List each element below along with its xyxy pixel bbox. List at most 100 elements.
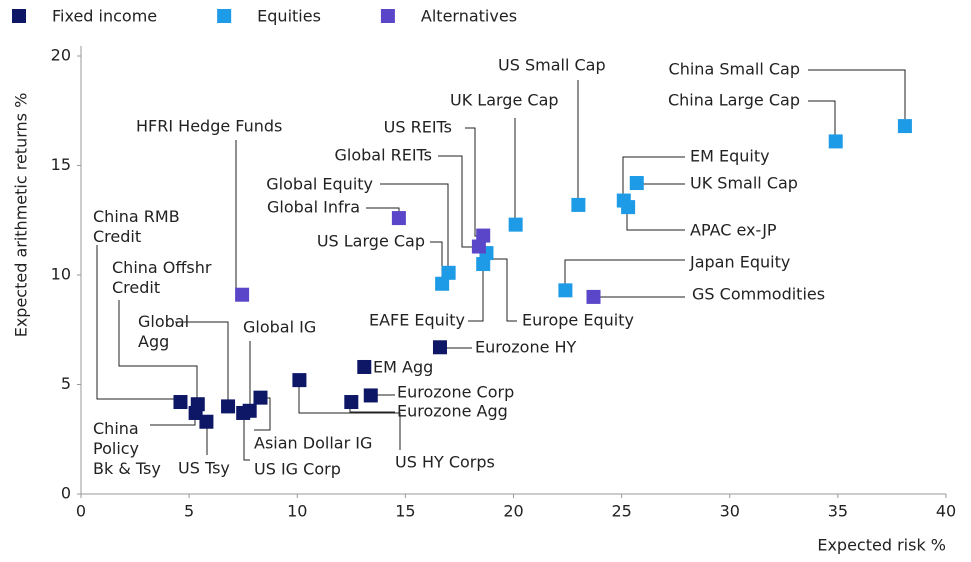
point-label: Global IG <box>243 318 316 337</box>
leader-line <box>438 155 473 248</box>
point <box>432 340 447 355</box>
point <box>235 287 250 302</box>
point-label: EM Equity <box>690 147 770 166</box>
point-label: Asian Dollar IG <box>254 434 372 453</box>
point-label: US REITs <box>384 118 452 137</box>
leader-line <box>150 418 196 426</box>
point-label: EM Agg <box>373 358 433 377</box>
legend-swatch <box>380 9 395 23</box>
x-tick-label: 10 <box>287 502 307 521</box>
point <box>391 211 406 226</box>
point-label: GS Commodities <box>692 285 825 304</box>
leader-line <box>468 271 484 322</box>
y-tick-label: 10 <box>51 265 71 284</box>
point <box>441 265 456 280</box>
x-tick-label: 35 <box>828 502 848 521</box>
point <box>508 217 523 232</box>
point <box>586 289 601 304</box>
leader-line <box>465 127 477 237</box>
point <box>476 257 491 272</box>
point <box>558 283 573 298</box>
point <box>236 405 251 420</box>
leader-line <box>486 258 517 322</box>
point-label: Eurozone HY <box>475 338 577 357</box>
legend-label: Alternatives <box>421 7 517 26</box>
point-label: China Offshr Credit <box>112 258 217 297</box>
legend-label: Fixed income <box>52 7 157 26</box>
point-label: US HY Corps <box>395 453 495 472</box>
legend-label: Equities <box>257 7 321 26</box>
point <box>357 359 372 374</box>
x-tick-label: 20 <box>503 502 523 521</box>
leader-line <box>118 300 198 399</box>
point-label: HFRI Hedge Funds <box>136 117 282 136</box>
leader-line <box>808 100 836 135</box>
leader-line <box>254 397 271 431</box>
point <box>897 119 912 134</box>
x-tick-label: 15 <box>395 502 415 521</box>
leader-line <box>96 245 175 400</box>
point <box>471 239 486 254</box>
y-axis-label: Expected arithmetic returns % <box>12 93 31 338</box>
point-label: US IG Corp <box>254 460 341 479</box>
point-label: China RMB Credit <box>93 207 185 246</box>
point <box>344 395 359 410</box>
legend-swatch <box>217 9 232 23</box>
point <box>571 197 586 212</box>
leader-line <box>235 140 237 296</box>
point <box>292 373 307 388</box>
point-label: Japan Equity <box>689 253 790 272</box>
point-label: Global Agg <box>138 312 194 351</box>
point-label: China Large Cap <box>668 91 800 110</box>
point-label: Global Infra <box>267 198 360 217</box>
point <box>363 388 378 403</box>
y-tick-label: 0 <box>61 484 71 503</box>
leader-line <box>380 183 449 267</box>
y-tick-label: 20 <box>51 46 71 65</box>
point-label: UK Small Cap <box>690 174 798 193</box>
leader-line <box>626 213 685 231</box>
point <box>173 395 188 410</box>
point-label: Europe Equity <box>522 311 634 330</box>
point-label: China Small Cap <box>669 60 800 79</box>
legend-swatch <box>12 9 26 23</box>
point <box>199 414 214 429</box>
leader-line <box>430 241 443 278</box>
point-label: US Large Cap <box>317 232 425 251</box>
y-tick-label: 5 <box>61 374 71 393</box>
leader-line <box>564 259 685 285</box>
leader-line <box>349 408 395 413</box>
x-tick-label: 0 <box>76 502 86 521</box>
point-label: EAFE Equity <box>369 311 465 330</box>
leader-line <box>366 207 400 212</box>
x-tick-label: 5 <box>184 502 194 521</box>
point <box>621 200 636 215</box>
x-tick-label: 25 <box>611 502 631 521</box>
point <box>476 228 491 243</box>
leader-line <box>243 419 250 461</box>
x-axis-label: Expected risk % <box>817 536 946 555</box>
point-label: Global REITs <box>334 146 432 165</box>
point-label: US Tsy <box>178 459 230 478</box>
leader-line <box>808 69 906 119</box>
point-label: Eurozone Corp <box>397 383 514 402</box>
point <box>253 390 268 405</box>
leader-line <box>622 156 685 195</box>
point <box>629 176 644 191</box>
point-label: UK Large Cap <box>450 91 559 110</box>
point-label: Eurozone Agg <box>397 402 508 421</box>
point-label: Global Equity <box>266 175 373 194</box>
leader-line <box>298 386 401 450</box>
point <box>435 276 450 291</box>
x-tick-label: 30 <box>720 502 740 521</box>
point-label: APAC ex-JP <box>690 221 777 240</box>
point-label: US Small Cap <box>498 56 606 75</box>
point <box>828 134 843 149</box>
point <box>221 399 236 414</box>
y-tick-label: 15 <box>51 155 71 174</box>
x-tick-label: 40 <box>936 502 956 521</box>
point <box>188 405 203 420</box>
leader-line <box>175 321 229 401</box>
point-label: China Policy Bk & Tsy <box>93 419 161 478</box>
